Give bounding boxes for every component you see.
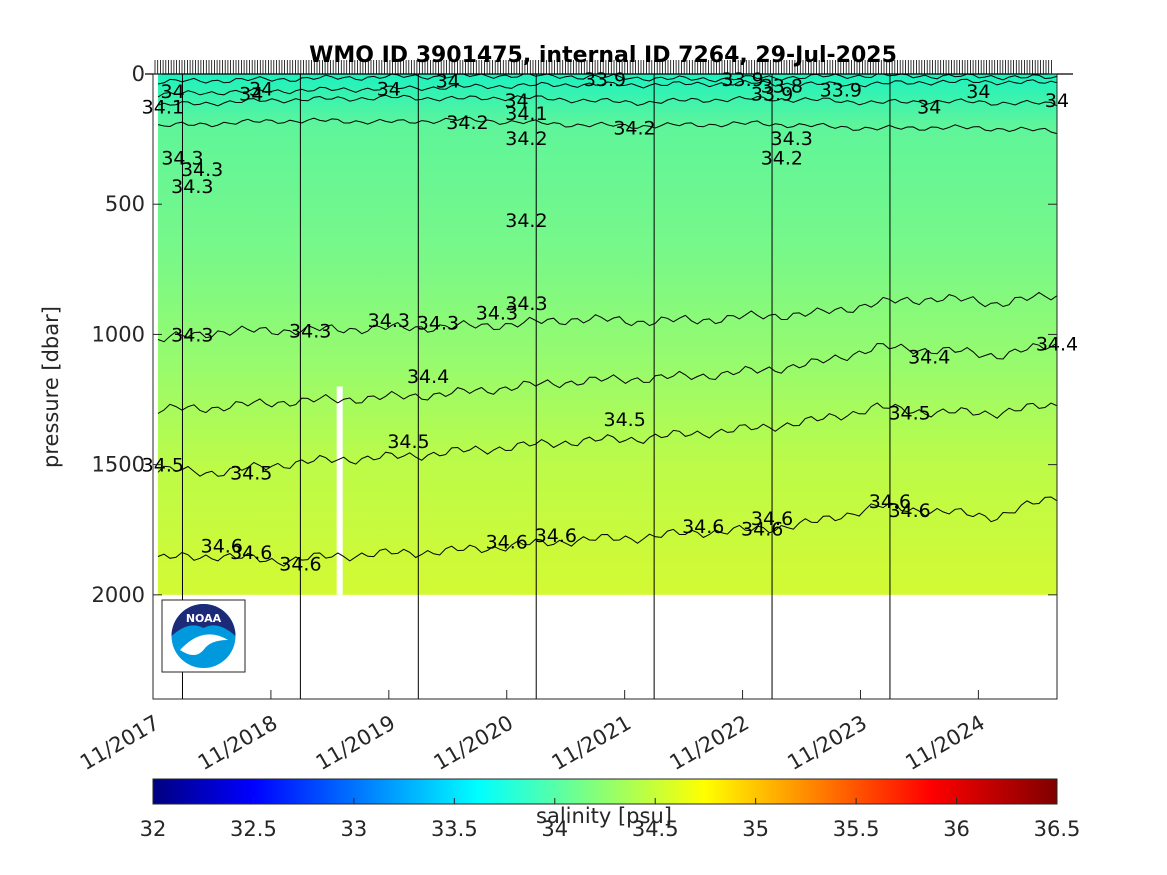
contour-line-33-9 (157, 74, 1057, 85)
contour-label: 34.6 (741, 518, 783, 540)
colorbar-tick-label: 32 (140, 817, 167, 841)
contour-label: 34.2 (613, 117, 655, 139)
missing-profile-gap (336, 386, 343, 595)
contour-label: 34 (966, 81, 990, 103)
contour-label: 34.3 (771, 128, 813, 150)
contour-label: 34.2 (505, 210, 547, 232)
contour-label: 34.3 (417, 313, 459, 335)
contour-label: 34.6 (751, 508, 793, 530)
x-tick-label: 11/2023 (783, 711, 871, 775)
y-tick-label: 500 (105, 192, 145, 216)
y-tick-label: 0 (132, 62, 145, 86)
contour-label: 34 (249, 78, 273, 100)
colorbar-tick-label: 33.5 (431, 817, 478, 841)
x-tick-label: 11/2020 (430, 711, 518, 775)
contour-label: 34 (377, 78, 401, 100)
contour-label: 34.1 (505, 103, 547, 125)
profile-ticks (145, 60, 1073, 75)
contour-label: 34.2 (761, 147, 803, 169)
contour-label: 34.5 (230, 462, 272, 484)
contour-label: 33.9 (584, 69, 626, 91)
colorbar-tick-label: 32.5 (230, 817, 277, 841)
year-lines (181, 74, 891, 699)
salinity-field (158, 74, 1057, 595)
contour-label: 34.6 (869, 491, 911, 513)
contour-label: 34 (161, 81, 185, 103)
contour-label: 34.4 (908, 347, 950, 369)
y-tick-label: 1500 (92, 453, 145, 477)
contour-line-34-3 (157, 291, 1057, 343)
noaa-logo: NOAA (161, 599, 246, 673)
contour-label: 33.8 (761, 76, 803, 98)
colorbar-tick-label: 36.5 (1034, 817, 1081, 841)
colorbar-tick-label: 35.5 (833, 817, 880, 841)
contour-label: 34.3 (289, 321, 331, 343)
contour-label: 34.6 (279, 554, 321, 576)
y-axis-label: pressure [dbar] (39, 306, 63, 468)
contour-label: 34.6 (535, 525, 577, 547)
contour-label: 34.3 (181, 159, 223, 181)
colorbar-gradient (152, 778, 1058, 805)
contour-label: 34.5 (387, 431, 429, 453)
y-axis: 0 500 1000 1500 2000 (92, 62, 1057, 607)
contour-label: 34 (239, 84, 263, 106)
contour-label: 34.3 (505, 293, 547, 315)
colorbar: 32 32.5 33 33.5 34 34.5 35 35.5 36 36.5 salinity … (140, 778, 1081, 841)
colorbar-tick-label: 34 (541, 817, 568, 841)
x-axis: 11/2017 11/2018 11/2019 11/2020 11/2021 11/20… (76, 690, 989, 775)
contour-label: 34.6 (201, 535, 243, 557)
contour-label: 34.3 (161, 147, 203, 169)
contour-label: 34.6 (486, 531, 528, 553)
contour-label: 34.5 (888, 403, 930, 425)
y-tick-label: 1000 (92, 322, 145, 346)
y-tick-label: 2000 (92, 583, 145, 607)
x-tick-label: 11/2024 (901, 711, 989, 775)
contour-label: 34.6 (682, 516, 724, 538)
noaa-logo-text: NOAA (186, 612, 222, 625)
contour-label: 34.5 (142, 455, 184, 477)
contour-label: 34.2 (446, 112, 488, 134)
contour-label: 33.9 (751, 84, 793, 106)
colorbar-tick-label: 34.5 (632, 817, 679, 841)
contour-label: 34.2 (505, 128, 547, 150)
contour-label: 34.4 (407, 366, 449, 388)
contour-label: 34.6 (888, 500, 930, 522)
x-tick-label: 11/2018 (194, 711, 282, 775)
contour-lines (157, 74, 1057, 567)
contour-label: 34 (436, 71, 460, 93)
contour-line-34-2 (157, 116, 1057, 135)
x-tick-label: 11/2021 (548, 711, 636, 775)
contour-label: 34.3 (476, 302, 518, 324)
contour-label: 34 (504, 90, 528, 112)
contour-line-34-1 (157, 94, 1057, 107)
contour-label: 34.5 (603, 409, 645, 431)
contour-label: 34.3 (368, 310, 410, 332)
contour-label: 34.1 (142, 97, 184, 119)
chart-title: WMO ID 3901475, internal ID 7264, 29-Jul… (309, 43, 897, 68)
colorbar-label: salinity [psu] (536, 804, 672, 828)
contour-label: 34.3 (171, 324, 213, 346)
contour-line-34 (157, 78, 1057, 98)
contour-label: 33.9 (820, 80, 862, 102)
colorbar-tick-label: 35 (742, 817, 769, 841)
colorbar-tick-label: 33 (341, 817, 368, 841)
x-tick-label: 11/2019 (312, 711, 400, 775)
salinity-field-fill (158, 74, 1057, 595)
contour-line-34-4 (157, 342, 1057, 414)
x-tick-label: 11/2022 (666, 711, 754, 775)
colorbar-ticks: 32 32.5 33 33.5 34 34.5 35 35.5 36 36.5 (140, 798, 1081, 841)
x-tick-label: 11/2017 (76, 711, 164, 775)
colorbar-tick-label: 36 (943, 817, 970, 841)
contour-line-34-5 (157, 402, 1057, 477)
contour-label: 34 (917, 97, 941, 119)
contour-label: 34.6 (230, 542, 272, 564)
contour-label: 34.3 (171, 176, 213, 198)
contour-label: 33.9 (721, 69, 763, 91)
contour-line-34-6 (157, 496, 1057, 567)
